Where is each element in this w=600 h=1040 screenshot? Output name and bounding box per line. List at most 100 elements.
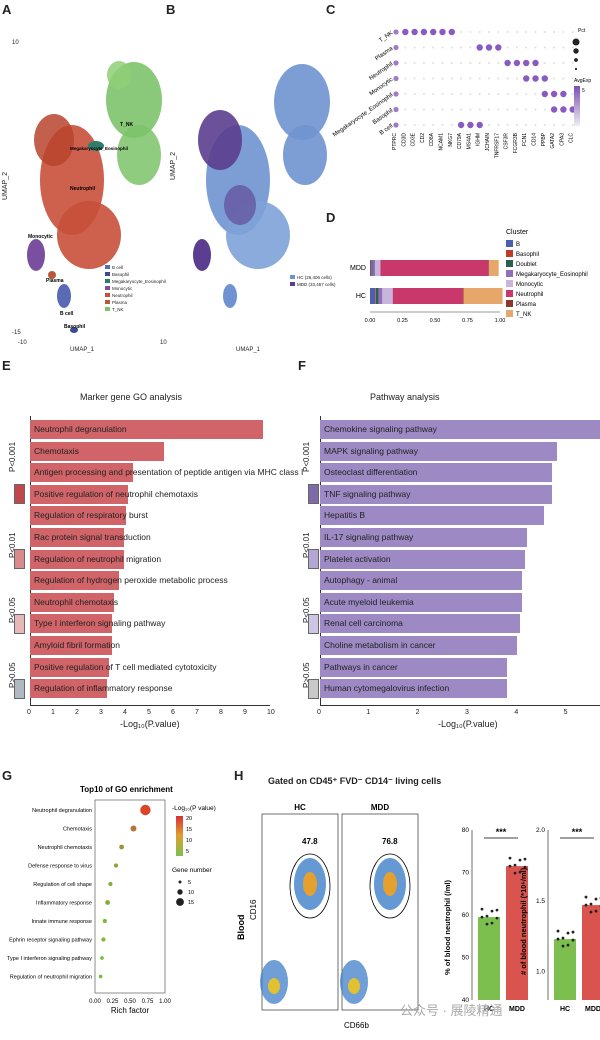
pathway-f-xtick: 5 <box>563 708 568 716</box>
pathway-f-bar-label: Osteoclast differentiation <box>324 467 418 478</box>
bar-point <box>508 864 512 868</box>
pathway-f: Pathway analysis Chemokine signaling path… <box>294 380 600 760</box>
dotplot-dot <box>532 59 539 67</box>
legend-label: Plasma <box>112 300 128 305</box>
dotplot-dot <box>523 75 530 82</box>
dotplot-dot <box>525 108 528 111</box>
umap-b-xlabel: UMAP_1 <box>236 347 261 353</box>
dotplot-dot <box>393 29 399 35</box>
bar-mdd <box>582 905 600 1000</box>
dotplot-dot <box>439 28 446 36</box>
stackbar-row-label: HC <box>356 293 366 300</box>
flow-title: Gated on CD45⁺ FVD⁻ CD14⁻ living cells <box>268 776 442 786</box>
stackbar-segment <box>488 260 489 276</box>
stackbar-tick: 1.00 <box>495 318 506 324</box>
umap-a-legend-item: B cell <box>105 265 123 270</box>
go-e-xtick: 2 <box>75 708 79 716</box>
go-e-sig-swatch <box>14 678 25 699</box>
dotplot-col-label: CD79A <box>457 132 463 149</box>
dotplot-dot <box>432 108 435 111</box>
bar-group-label: HC <box>560 1006 570 1013</box>
stackbar-legend-swatch <box>506 310 513 317</box>
umap-a-legend-item: Monocytic <box>105 286 132 291</box>
flow-tissue-label: Blood <box>236 915 246 941</box>
enrich-gene-dot <box>178 880 182 884</box>
enrich-gene-tick: 10 <box>188 890 194 896</box>
stackbar-d: MDD HC 0.00 0.25 0.50 0.75 1.00 Cluster B Basophi… <box>350 229 588 324</box>
dotplot-dot <box>488 77 490 80</box>
bar-point <box>561 944 565 948</box>
panel-label-a: A <box>2 2 12 17</box>
dotplot-dot <box>478 77 481 80</box>
dotplot-avg-label: AvgExp <box>574 78 591 84</box>
dotplot-col-label: TNFRSF17 <box>494 133 500 159</box>
pathway-f-xtick: 3 <box>465 708 469 716</box>
stackbar-segment <box>462 288 464 304</box>
dotplot-col-label: CSF3R <box>504 133 510 150</box>
dotplot-dot <box>515 46 518 49</box>
stackbar-legend-label: Doublet <box>516 262 537 268</box>
dotplot-dot <box>404 108 407 111</box>
umap-a-legend-item: Megakaryocyte_Eosinophil <box>105 279 166 284</box>
enrich-term-label: Chemotaxis <box>63 827 92 833</box>
pathway-f-bar-label: Renal cell carcinoma <box>324 618 403 629</box>
dotplot-dot <box>506 124 509 126</box>
flow-gate-value: 76.8 <box>382 837 398 846</box>
dotplot-dot <box>469 46 472 49</box>
bar-point <box>594 897 598 901</box>
pathway-f-bar-label: Platelet activation <box>324 553 391 564</box>
dotplot-dot <box>543 124 546 126</box>
avg-max: 5 <box>582 88 585 94</box>
dotplot-dot <box>420 28 428 36</box>
bar-point <box>566 943 570 947</box>
dotplot-dot <box>469 108 472 111</box>
stackbar-segment <box>463 288 503 304</box>
dotplot-dot <box>422 93 425 95</box>
enrich-xtick: 0.00 <box>89 999 101 1005</box>
dotplot-dot <box>450 77 453 80</box>
stackbar-segment <box>382 288 393 304</box>
enrich-gene-legend: Gene number <box>172 867 213 874</box>
pathway-f-bar-label: Pathways in cancer <box>324 661 398 672</box>
enrich-p-colorbar <box>176 816 183 856</box>
go-e-bar <box>30 528 124 547</box>
stackbar-legend-label: Monocytic <box>516 282 543 288</box>
go-e-bar <box>30 679 107 699</box>
dotplot-dot <box>422 46 425 49</box>
dotplot-dot <box>422 108 425 111</box>
enrich-p-tick: 15 <box>186 827 192 833</box>
dotplot-dot <box>413 62 416 64</box>
flow-xaxis-label: CD66b <box>344 1021 369 1030</box>
dotplot-dot <box>571 93 574 95</box>
enrich-dot <box>130 825 137 832</box>
dotplot-dot <box>404 124 407 126</box>
stackbar-legend-label: Megakaryocyte_Eosinophil <box>516 272 588 278</box>
dotplot-dot <box>506 93 509 95</box>
pathway-f-bar-label: Hepatitis B <box>324 510 366 521</box>
dotplot-dot <box>476 121 483 129</box>
pathway-f-sig-swatch <box>308 484 319 505</box>
stackbar-legend-label: B <box>516 242 520 248</box>
umap-a-label-neutrophil: Neutrophil <box>70 186 96 192</box>
go-e-sig-swatch <box>14 484 25 505</box>
pathway-f-xtick: 2 <box>415 708 420 716</box>
go-e-sig-label: P<0.001 <box>8 441 17 472</box>
enrich-dot <box>108 881 113 887</box>
go-e-bar-label: Antigen processing and presentation of p… <box>34 467 304 478</box>
dotplot-dot <box>543 31 546 33</box>
panel-label-f: F <box>298 358 306 373</box>
enrich-dot <box>119 844 124 850</box>
go-e-bar-label: Type I interferon signaling pathway <box>34 618 166 629</box>
dotplot-dot <box>504 59 511 67</box>
enrich-dot <box>100 956 104 960</box>
umap-a-xmin: -10 <box>18 340 27 346</box>
go-e-bar-label: Chemotaxis <box>34 445 79 456</box>
stackbar-legend-title: Cluster <box>506 229 529 236</box>
bar-point <box>490 909 494 913</box>
flow-gate <box>289 853 331 919</box>
bar-point <box>495 916 499 920</box>
dotplot-col-label: NCAM1 <box>439 133 445 151</box>
go-e-sig-swatch <box>14 549 25 570</box>
dotplot-dot <box>541 75 548 82</box>
enrich-xtick: 0.75 <box>142 999 154 1005</box>
